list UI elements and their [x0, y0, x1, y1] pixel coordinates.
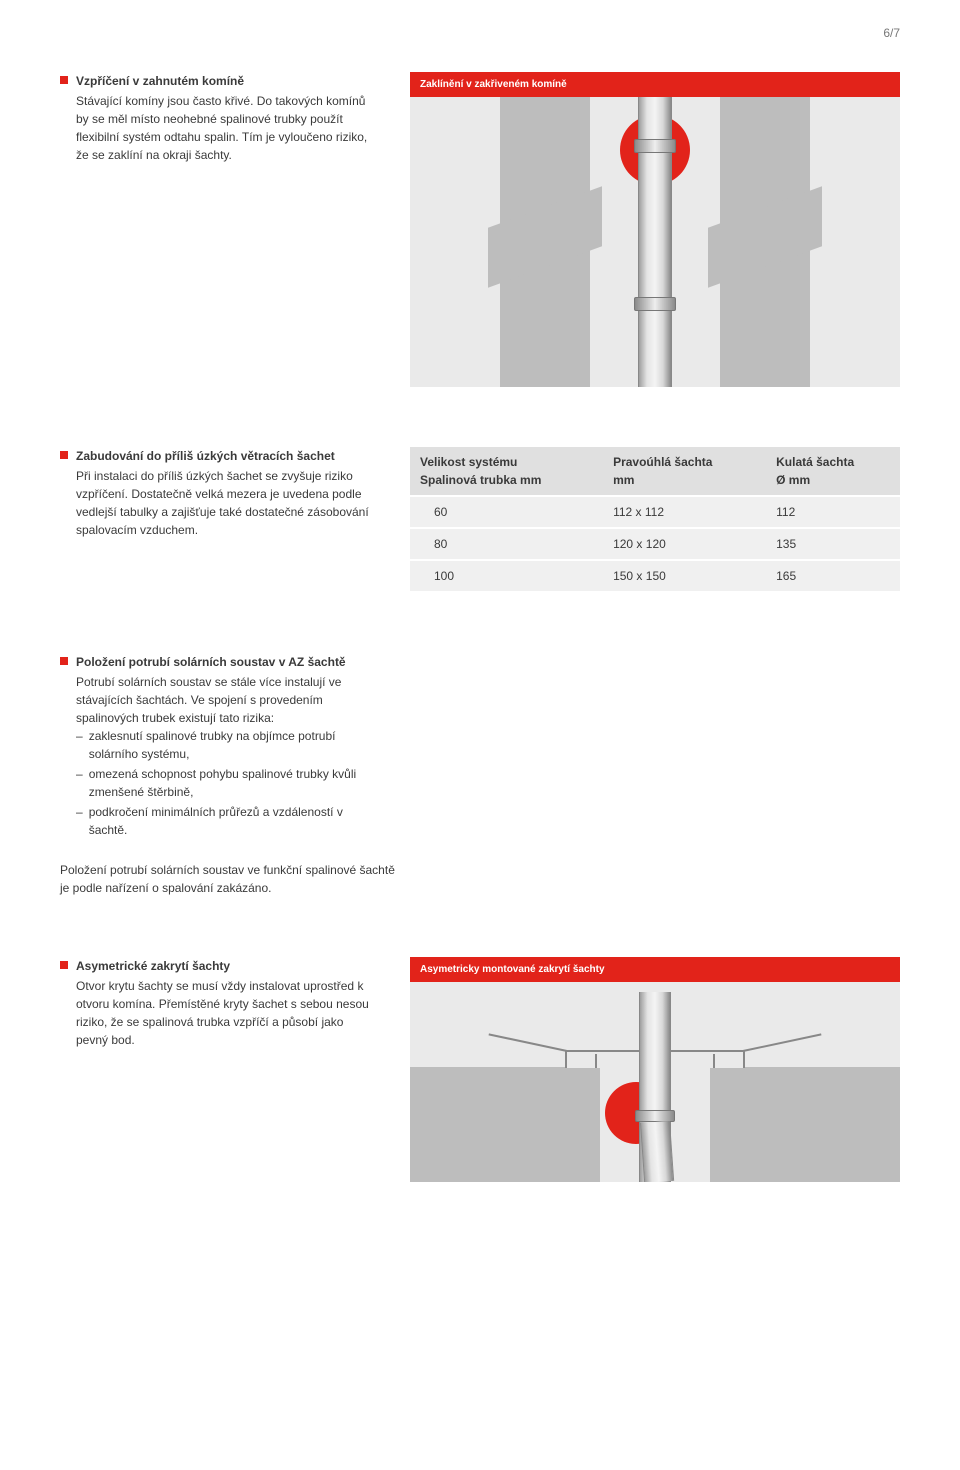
cell: 120 x 120: [603, 528, 766, 560]
page: 6/7 Vzpříčení v zahnutém komíně Stávajíc…: [0, 0, 960, 1242]
bullet-icon: [60, 76, 68, 84]
col2-l1: Pravoúhlá šachta: [613, 455, 712, 469]
cell: 150 x 150: [603, 560, 766, 592]
figure1-caption: Zaklínění v zakřiveném komíně: [410, 72, 900, 97]
section1-figure: Zaklínění v zakřiveném komíně: [410, 72, 900, 387]
col1-l1: Velikost systému: [420, 455, 517, 469]
flue-pipe: [639, 992, 671, 1182]
figure2-body: [410, 982, 900, 1182]
heading-text: Zabudování do příliš úzkých větracích ša…: [76, 447, 335, 465]
section-solar-piping: Položení potrubí solárních soustav v AZ …: [60, 653, 900, 841]
list-item: –zaklesnutí spalinové trubky na objímce …: [76, 727, 370, 763]
bullet-icon: [60, 961, 68, 969]
section2-body: Při instalaci do příliš úzkých šachet se…: [76, 467, 370, 539]
section3-text: Položení potrubí solárních soustav v AZ …: [60, 653, 370, 841]
section2-heading: Zabudování do příliš úzkých větracích ša…: [60, 447, 370, 465]
heading-text: Položení potrubí solárních soustav v AZ …: [76, 653, 346, 671]
figure-bent-chimney: Zaklínění v zakřiveném komíně: [410, 72, 900, 387]
cell: 165: [766, 560, 900, 592]
col2-header: Pravoúhlá šachta mm: [603, 447, 766, 496]
cell: 135: [766, 528, 900, 560]
section-asymmetric-cover: Asymetrické zakrytí šachty Otvor krytu š…: [60, 957, 900, 1182]
section3-heading: Položení potrubí solárních soustav v AZ …: [60, 653, 370, 671]
heading-text: Vzpříčení v zahnutém komíně: [76, 72, 244, 90]
figure2-caption: Asymetricky montované zakrytí šachty: [410, 957, 900, 982]
list-item: –podkročení minimálních průřezů a vzdále…: [76, 803, 370, 839]
cell: 60: [410, 496, 603, 528]
section4-body: Otvor krytu šachty se musí vždy instalov…: [76, 977, 370, 1049]
cell: 112 x 112: [603, 496, 766, 528]
bullet-icon: [60, 657, 68, 665]
section1-text: Vzpříčení v zahnutém komíně Stávající ko…: [60, 72, 370, 387]
page-number: 6/7: [60, 24, 900, 42]
col3-header: Kulatá šachta Ø mm: [766, 447, 900, 496]
list-item: –omezená schopnost pohybu spalinové trub…: [76, 765, 370, 801]
section2-table: Velikost systému Spalinová trubka mm Pra…: [410, 447, 900, 593]
col1-l2: Spalinová trubka mm: [420, 473, 541, 487]
section3-list: –zaklesnutí spalinové trubky na objímce …: [76, 727, 370, 839]
col3-l2: Ø mm: [776, 473, 810, 487]
section4-text: Asymetrické zakrytí šachty Otvor krytu š…: [60, 957, 370, 1182]
col1-header: Velikost systému Spalinová trubka mm: [410, 447, 603, 496]
figure-asymmetric-cover: Asymetricky montované zakrytí šachty: [410, 957, 900, 1182]
section4-figure: Asymetricky montované zakrytí šachty: [410, 957, 900, 1182]
list-text: podkročení minimálních průřezů a vzdálen…: [89, 803, 370, 839]
section1-heading: Vzpříčení v zahnutém komíně: [60, 72, 370, 90]
table-row: 100 150 x 150 165: [410, 560, 900, 592]
col3-l1: Kulatá šachta: [776, 455, 854, 469]
section3-after: Položení potrubí solárních soustav ve fu…: [60, 861, 400, 897]
shaft-size-table: Velikost systému Spalinová trubka mm Pra…: [410, 447, 900, 593]
flue-pipe: [638, 97, 672, 387]
section4-heading: Asymetrické zakrytí šachty: [60, 957, 370, 975]
section1-body: Stávající komíny jsou často křivé. Do ta…: [76, 92, 370, 164]
list-text: omezená schopnost pohybu spalinové trubk…: [89, 765, 370, 801]
table-row: 80 120 x 120 135: [410, 528, 900, 560]
figure1-body: [410, 97, 900, 387]
section2-text: Zabudování do příliš úzkých větracích ša…: [60, 447, 370, 593]
section-narrow-shaft: Zabudování do příliš úzkých větracích ša…: [60, 447, 900, 593]
table-row: 60 112 x 112 112: [410, 496, 900, 528]
cell: 112: [766, 496, 900, 528]
list-text: zaklesnutí spalinové trubky na objímce p…: [89, 727, 370, 763]
heading-text: Asymetrické zakrytí šachty: [76, 957, 230, 975]
section3-intro: Potrubí solárních soustav se stále více …: [76, 673, 370, 727]
col2-l2: mm: [613, 473, 634, 487]
section-bent-chimney: Vzpříčení v zahnutém komíně Stávající ko…: [60, 72, 900, 387]
cell: 80: [410, 528, 603, 560]
bullet-icon: [60, 451, 68, 459]
cell: 100: [410, 560, 603, 592]
